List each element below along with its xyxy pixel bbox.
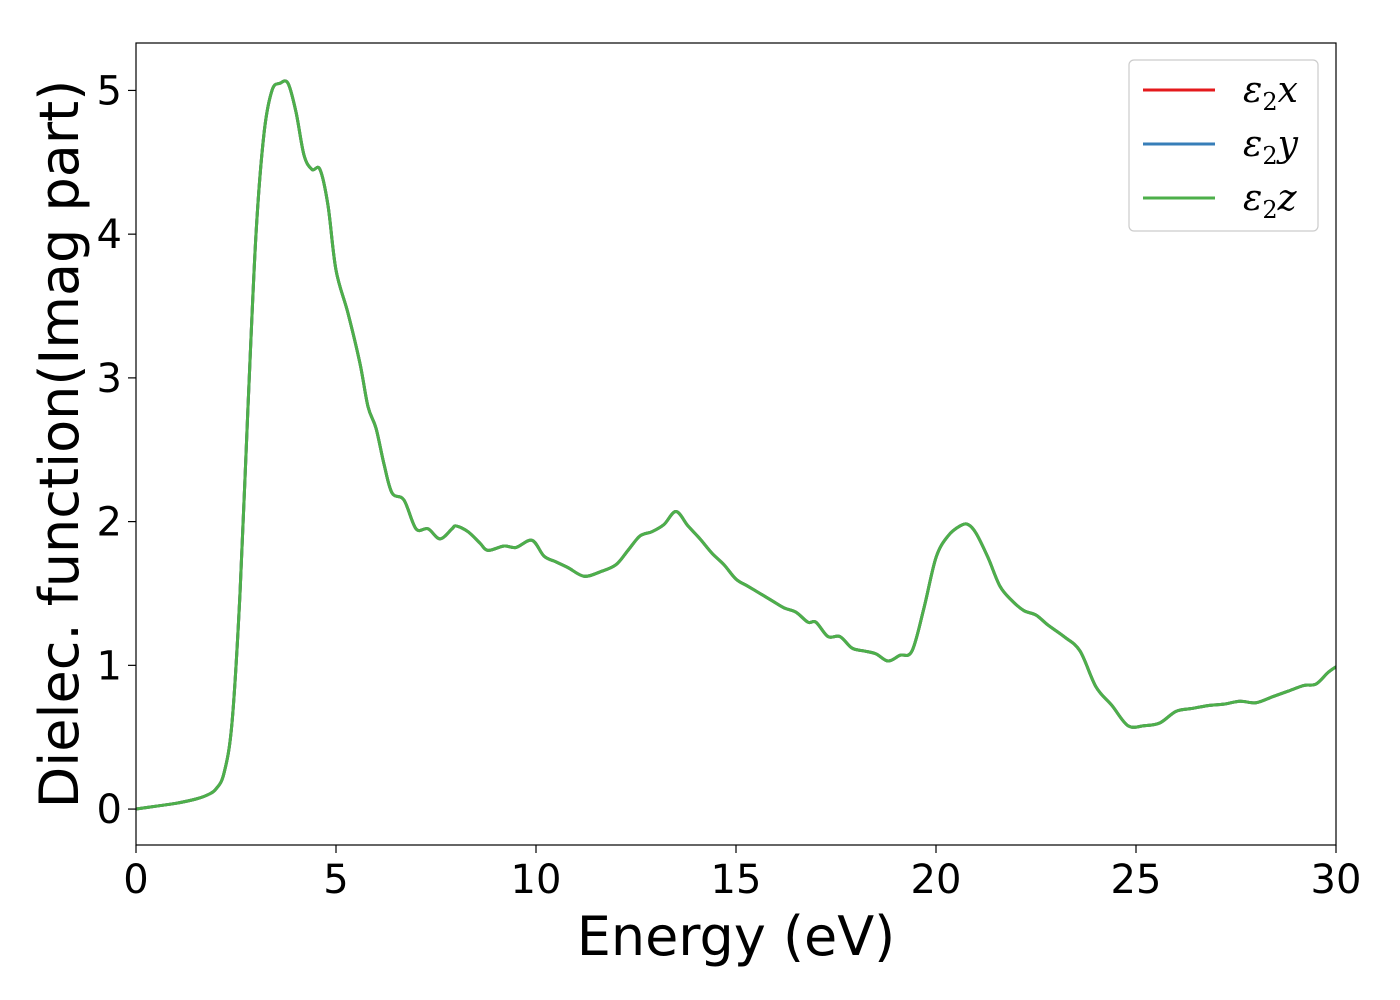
y-tick-label: 3	[97, 356, 122, 402]
y-tick-label: 5	[97, 68, 122, 114]
y-tick-label: 1	[97, 643, 122, 689]
x-tick-label: 5	[323, 857, 348, 903]
x-tick-label: 20	[911, 857, 962, 903]
legend: ε2x ε2y ε2z	[1128, 59, 1319, 232]
y-axis-ticks: 0 1 2 3 4 5	[97, 68, 136, 833]
x-tick-label: 0	[123, 857, 148, 903]
legend-box	[1128, 59, 1319, 232]
series-line-z	[136, 79, 1336, 811]
y-tick-label: 4	[97, 212, 122, 258]
x-tick-label: 30	[1311, 857, 1362, 903]
x-tick-label: 10	[511, 857, 562, 903]
legend-label-x: ε2x	[1243, 70, 1298, 116]
legend-label-z: ε2z	[1243, 178, 1298, 224]
series-layer	[136, 79, 1336, 811]
x-axis-label: Energy (eV)	[577, 905, 896, 968]
x-tick-label: 25	[1111, 857, 1162, 903]
y-tick-label: 2	[97, 500, 122, 546]
y-axis-label: Dielec. function(Imag part)	[28, 80, 91, 809]
x-axis-ticks: 0 5 10 15 20 25 30	[123, 845, 1361, 903]
y-tick-label: 0	[97, 787, 122, 833]
x-tick-label: 15	[711, 857, 762, 903]
legend-label-y: ε2y	[1243, 124, 1299, 170]
